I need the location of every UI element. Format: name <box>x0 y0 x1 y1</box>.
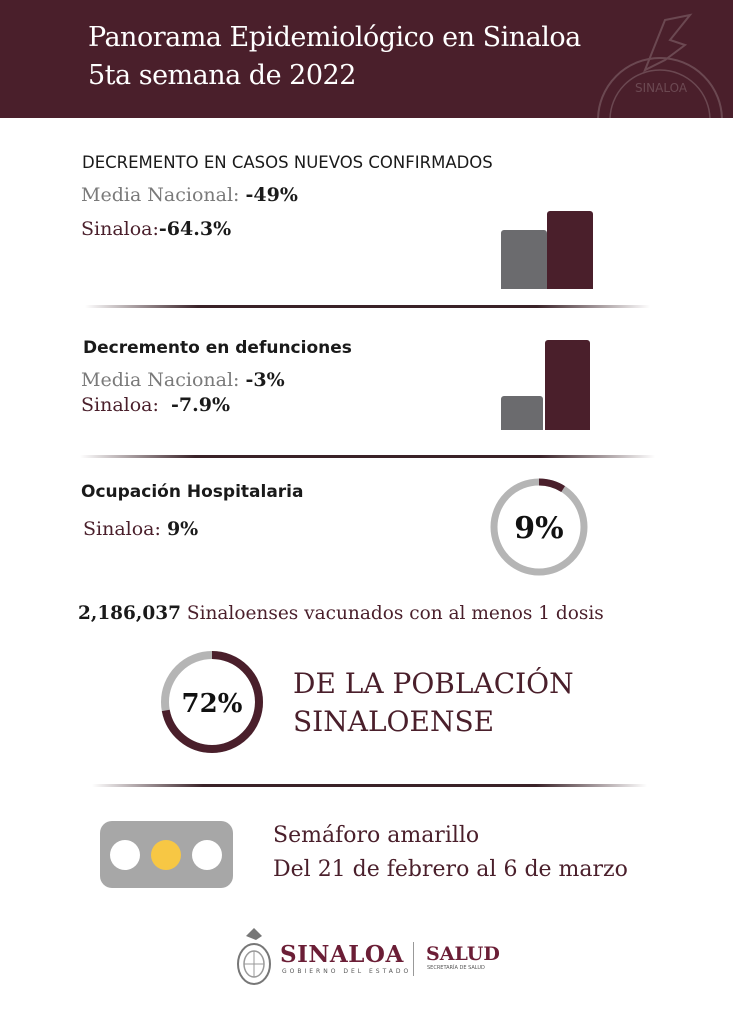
deaths-national-value: -3% <box>245 369 285 391</box>
deaths-title: Decremento en defunciones <box>83 338 352 358</box>
vaccination-row: 2,186,037 Sinaloenses vacunados con al m… <box>78 603 604 624</box>
light-right <box>192 840 222 870</box>
light-yellow-active <box>151 840 181 870</box>
hospital-ring-value: 9% <box>514 511 563 546</box>
cases-sinaloa-value: -64.3% <box>158 218 232 240</box>
cases-title: DECREMENTO EN CASOS NUEVOS CONFIRMADOS <box>82 153 493 172</box>
vaccination-text: Sinaloenses vacunados con al menos 1 dos… <box>186 603 604 624</box>
vaccination-count: 2,186,037 <box>78 603 181 624</box>
hospital-sinaloa-label: Sinaloa: <box>83 518 161 540</box>
light-left <box>110 840 140 870</box>
cases-national-row: Media Nacional: -49% <box>81 184 298 206</box>
hospital-sinaloa-value: 9% <box>166 518 199 540</box>
deaths-bar-national <box>501 395 543 430</box>
section-divider <box>80 455 655 458</box>
hospital-ring-fill <box>490 478 588 576</box>
salud-logo-text: SALUD <box>426 943 500 965</box>
deaths-bar-sinaloa <box>545 340 590 430</box>
section-divider <box>92 784 647 787</box>
population-line1: DE LA POBLACIÓN <box>293 667 574 700</box>
vaccination-ring-chart: 72% <box>161 651 263 753</box>
section-divider <box>85 305 650 308</box>
cases-national-label: Media Nacional: <box>81 184 240 206</box>
header-banner: Panorama Epidemiológico en Sinaloa 5ta s… <box>0 0 733 118</box>
semaforo-dates: Del 21 de febrero al 6 de marzo <box>273 857 628 882</box>
state-seal-watermark-icon: SINALOA <box>597 13 723 118</box>
deaths-national-label: Media Nacional: <box>81 369 240 391</box>
page-subtitle: 5ta semana de 2022 <box>88 60 356 91</box>
page-title: Panorama Epidemiológico en Sinaloa <box>88 22 581 53</box>
sinaloa-logo-text: SINALOA <box>280 941 404 968</box>
cases-national-value: -49% <box>245 184 298 206</box>
salud-logo-subtext: SECRETARÍA DE SALUD <box>427 965 485 971</box>
semaforo-status: Semáforo amarillo <box>273 823 480 848</box>
deaths-sinaloa-label: Sinaloa: <box>81 394 159 416</box>
cases-sinaloa-label: Sinaloa: <box>81 218 159 240</box>
deaths-sinaloa-row: Sinaloa: -7.9% <box>81 394 230 416</box>
vaccination-ring-fill <box>161 651 263 753</box>
population-line2: SINALOENSE <box>293 705 495 738</box>
cases-bar-national <box>501 229 547 289</box>
state-coat-of-arms-icon <box>237 928 271 985</box>
hospital-sinaloa-row: Sinaloa: 9% <box>83 518 198 540</box>
cases-bar-sinaloa <box>547 211 593 289</box>
deaths-national-row: Media Nacional: -3% <box>81 369 285 391</box>
deaths-sinaloa-value: -7.9% <box>171 394 230 416</box>
sinaloa-logo-subtext: GOBIERNO DEL ESTADO <box>282 968 412 975</box>
cases-sinaloa-row: Sinaloa:-64.3% <box>81 218 231 240</box>
seal-text: SINALOA <box>635 81 688 95</box>
vaccination-ring-value: 72% <box>182 689 243 719</box>
logo-divider <box>413 942 414 976</box>
traffic-light-icon <box>100 821 233 888</box>
hospital-title: Ocupación Hospitalaria <box>81 482 304 502</box>
hospital-ring-chart: 9% <box>490 478 588 576</box>
